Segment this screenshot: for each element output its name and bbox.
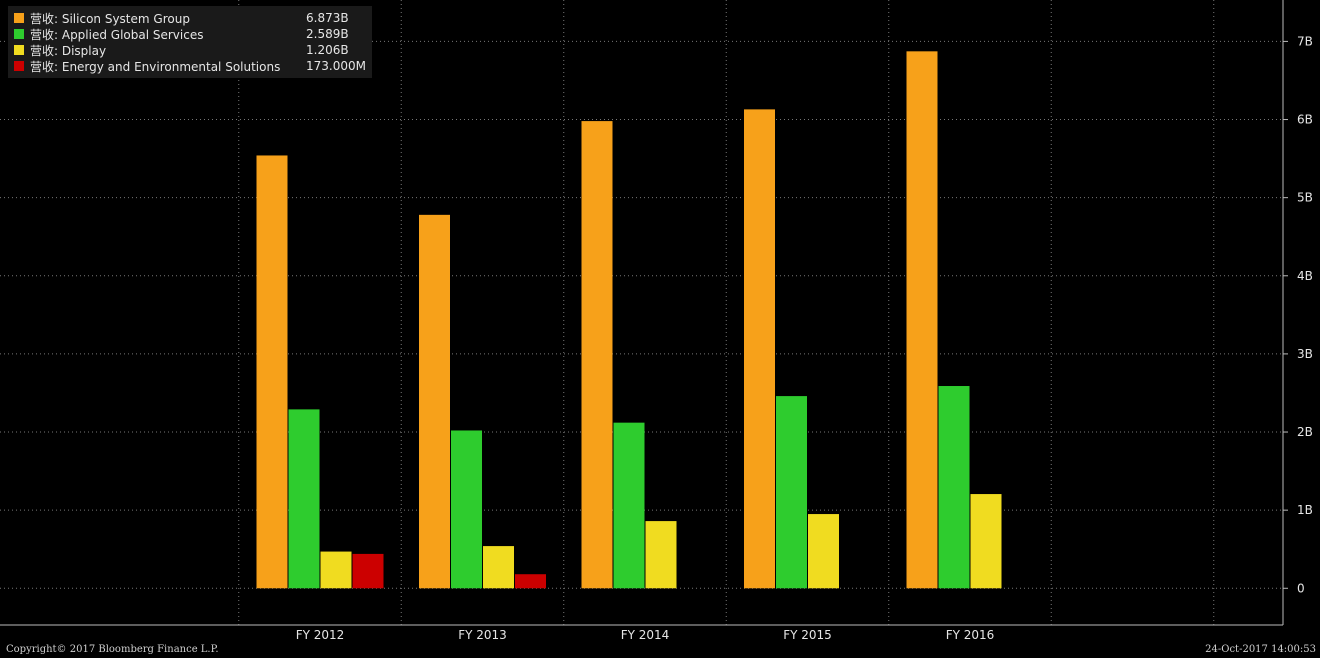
bar: [320, 551, 352, 589]
legend-entry: 营收: Energy and Environmental Solutions 1…: [14, 58, 366, 74]
bar: [451, 430, 482, 589]
legend-label: 营收: Applied Global Services: [30, 27, 204, 42]
y-tick-label: 5B: [1297, 191, 1313, 205]
y-tick-label: 2B: [1297, 425, 1313, 439]
y-tick-label: 7B: [1297, 34, 1313, 48]
y-tick-label: 1B: [1297, 503, 1313, 517]
timestamp-text: 24-Oct-2017 14:00:53: [1205, 644, 1316, 655]
legend-entry: 营收: Applied Global Services 2.589B: [14, 26, 366, 42]
x-tick-label: FY 2013: [458, 628, 507, 642]
legend-swatch-icon: [14, 61, 24, 71]
x-tick-label: FY 2015: [783, 628, 832, 642]
bar: [808, 514, 839, 589]
legend-value: 6.873B: [306, 11, 349, 25]
bar: [352, 553, 384, 589]
bar: [938, 386, 970, 589]
chart-legend: 营收: Silicon System Group 6.873B 营收: Appl…: [8, 6, 372, 78]
y-tick-label: 6B: [1297, 113, 1313, 127]
gridlines: [0, 0, 1283, 625]
axes: [0, 0, 1288, 626]
legend-value: 2.589B: [306, 27, 349, 41]
x-tick-label: FY 2016: [946, 628, 995, 642]
bar: [744, 109, 775, 589]
bar: [776, 396, 807, 589]
legend-entry: 营收: Silicon System Group 6.873B: [14, 10, 366, 26]
x-tick-label: FY 2014: [621, 628, 670, 642]
x-tick-label: FY 2012: [296, 628, 345, 642]
legend-swatch-icon: [14, 29, 24, 39]
bar: [288, 409, 320, 589]
bar: [256, 155, 288, 589]
y-tick-label: 3B: [1297, 347, 1313, 361]
legend-value: 1.206B: [306, 43, 349, 57]
bar: [581, 121, 613, 589]
y-tick-label: 0: [1297, 581, 1305, 595]
legend-swatch-icon: [14, 13, 24, 23]
y-tick-labels: 0 1B 2B 3B 4B 5B 6B 7B: [1297, 34, 1313, 595]
bar: [515, 574, 546, 589]
bars: [256, 51, 1002, 589]
bar: [970, 494, 1002, 589]
bar: [419, 214, 450, 589]
legend-value: 173.000M: [306, 59, 366, 73]
legend-swatch-icon: [14, 45, 24, 55]
legend-label: 营收: Energy and Environmental Solutions: [30, 59, 281, 74]
legend-entry: 营收: Display 1.206B: [14, 42, 366, 58]
copyright-text: Copyright© 2017 Bloomberg Finance L.P.: [6, 644, 219, 655]
bar: [613, 422, 645, 589]
bar: [906, 51, 938, 589]
x-tick-labels: FY 2012 FY 2013 FY 2014 FY 2015 FY 2016: [296, 628, 995, 642]
bar: [645, 521, 677, 589]
legend-label: 营收: Silicon System Group: [30, 11, 190, 26]
y-tick-label: 4B: [1297, 269, 1313, 283]
bar: [483, 546, 514, 589]
legend-label: 营收: Display: [30, 43, 107, 58]
